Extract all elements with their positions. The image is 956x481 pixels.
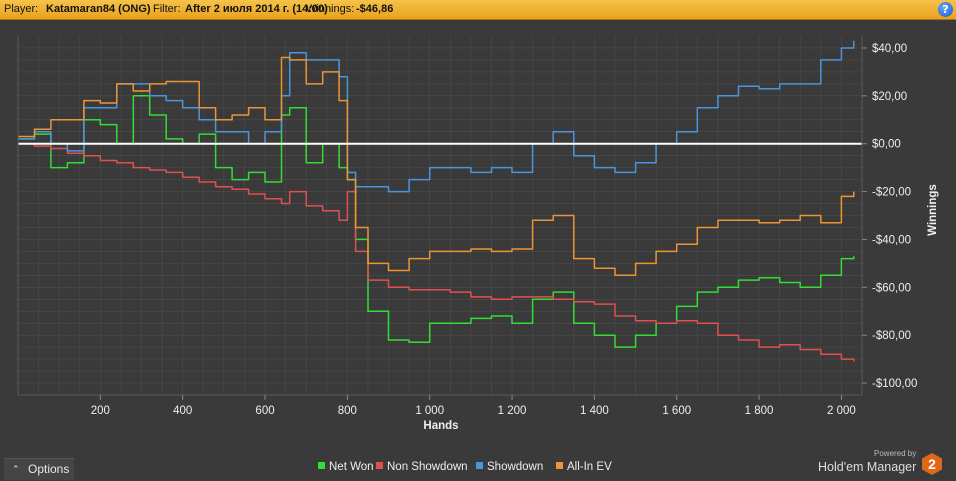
legend-swatch <box>376 462 383 469</box>
filter-value: After 2 июля 2014 г. (14:00) <box>185 3 328 15</box>
legend-label: All-In EV <box>567 461 612 473</box>
chart-axes: 200 400 600 800 1 000 1 200 1 400 1 600 1 800 2 0… <box>17 36 917 417</box>
help-icon[interactable]: ? <box>938 2 953 17</box>
y-tick-label: -$40,00 <box>872 234 911 246</box>
legend-label: Net Won <box>329 461 374 473</box>
legend-swatch <box>318 462 325 469</box>
y-tick-label: -$100,00 <box>872 378 917 390</box>
x-tick-label: 200 <box>91 405 110 417</box>
x-tick-label: 1 000 <box>415 405 444 417</box>
legend-swatch <box>476 462 483 469</box>
y-tick-label: -$60,00 <box>872 282 911 294</box>
legend-label: Non Showdown <box>387 461 468 473</box>
chevron-up-icon: ⌃ <box>12 464 20 474</box>
filter-label: Filter: <box>153 3 181 15</box>
series-layer <box>18 40 855 362</box>
legend-item-showdown[interactable]: Showdown <box>476 461 543 473</box>
winnings-label: Winnings: <box>306 3 355 15</box>
x-tick-label: 800 <box>338 405 357 417</box>
y-axis-title: Winnings <box>927 184 939 236</box>
y-tick-label: $20,00 <box>872 91 907 103</box>
x-tick-label: 600 <box>255 405 274 417</box>
x-tick-label: 400 <box>173 405 192 417</box>
legend-item-non-showdown[interactable]: Non Showdown <box>376 461 468 473</box>
chart-background <box>0 20 956 481</box>
series-line-showdown <box>18 40 855 193</box>
x-tick-label: 1 400 <box>580 405 609 417</box>
y-tick-label: -$80,00 <box>872 330 911 342</box>
options-toggle-button[interactable]: ⌃ Options <box>4 458 74 480</box>
y-tick-label: -$20,00 <box>872 187 911 199</box>
legend-label: Showdown <box>487 461 544 473</box>
player-label: Player: <box>4 3 39 15</box>
legend-item-net-won[interactable]: Net Won <box>318 461 374 473</box>
y-tick-label: $0,00 <box>872 139 901 151</box>
filter-header-bar: Player: Katamaran84 (ONG) Filter: After … <box>0 0 956 20</box>
x-axis-title: Hands <box>423 420 458 432</box>
brand-name: Hold'em Manager <box>818 460 917 474</box>
x-tick-label: 2 000 <box>827 405 856 417</box>
y-tick-label: $40,00 <box>872 43 907 55</box>
series-line-net-won <box>18 95 855 348</box>
legend-item-all-in-ev[interactable]: All-In EV <box>556 461 612 473</box>
brand-mark: Powered by Hold'em Manager 2 <box>818 449 943 477</box>
winnings-value: -$46,86 <box>356 3 394 15</box>
x-tick-label: 1 200 <box>498 405 527 417</box>
x-tick-label: 1 600 <box>662 405 691 417</box>
player-name: Katamaran84 (ONG) <box>46 3 151 15</box>
winnings-graph[interactable]: 200 400 600 800 1 000 1 200 1 400 1 600 1 800 2 0… <box>0 20 956 481</box>
legend-swatch <box>556 462 563 469</box>
hm2-logo-icon: 2 <box>922 453 942 475</box>
x-tick-label: 1 800 <box>745 405 774 417</box>
series-line-all-in-ev <box>18 56 855 277</box>
powered-by-text: Powered by <box>874 449 917 458</box>
chart-legend: Net Won Non Showdown Showdown All-In EV <box>0 461 956 475</box>
options-label: Options <box>28 462 70 476</box>
series-line-non-showdown <box>18 142 855 362</box>
